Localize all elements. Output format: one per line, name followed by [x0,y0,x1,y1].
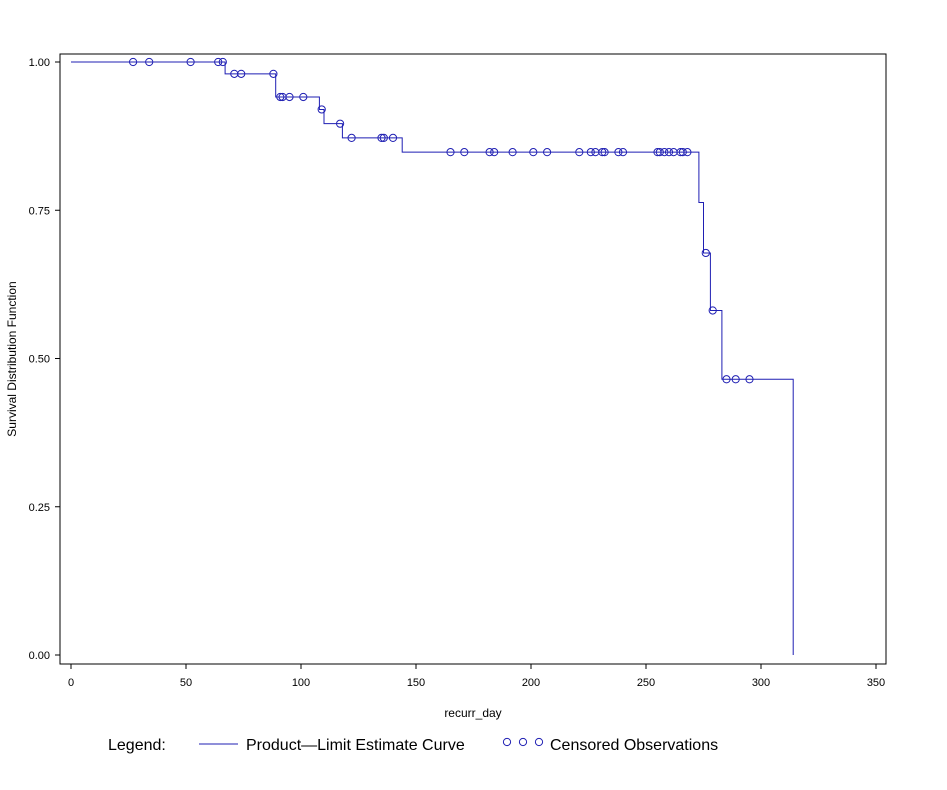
legend-censor-marker [518,737,528,747]
legend: Legend: Product—Limit Estimate Curve Cen… [108,737,718,754]
censored-marker [379,133,388,143]
censored-marker [655,148,664,157]
censored-marker [708,306,717,315]
censored-marker [485,148,494,157]
censored-marker [347,133,356,143]
censored-marker [145,57,154,67]
censored-marker [276,92,285,102]
censored-marker [731,375,740,384]
censored-marker [490,148,499,157]
censored-marker [678,148,687,157]
censored-marker [214,57,223,67]
censored-marker [269,69,278,78]
censored-marker [745,375,754,384]
censored-marker [377,133,386,143]
x-tick-label: 100 [292,677,310,689]
censored-marker [460,148,469,157]
censored-marker [722,375,731,384]
censored-marker [618,148,628,157]
censored-marker [218,57,227,67]
x-axis: 0 50 100 150 200 250 300 350 [68,664,885,689]
censored-marker [317,105,326,114]
legend-curve-label: Product—Limit Estimate Curve [246,737,465,754]
x-tick-label: 0 [68,677,74,689]
censored-marker [508,148,517,157]
y-tick-label: 0.00 [29,650,50,662]
censored-marker [701,248,710,258]
legend-censor-label: Censored Observations [550,737,718,754]
y-axis: 0.00 0.25 0.50 0.75 1.00 [29,57,60,662]
series-layer [71,57,794,655]
censored-marker [388,133,398,143]
censored-marker [664,148,674,157]
y-tick-label: 0.50 [29,354,50,366]
y-axis-title: Survival Distribution Function [5,281,19,436]
x-tick-label: 350 [867,677,885,689]
censored-marker [598,148,607,157]
censored-marker [600,148,609,157]
censored-marker [299,92,308,102]
censored-marker [586,148,595,157]
censored-marker [543,148,552,157]
censored-marker [660,148,669,157]
legend-censor-marker [502,737,512,747]
x-tick-label: 200 [522,677,540,689]
plot-frame [59,53,887,665]
y-tick-label: 1.00 [29,57,50,69]
x-tick-label: 300 [752,677,770,689]
censored-marker [129,57,138,67]
x-tick-label: 50 [180,677,192,689]
censored-marker [529,148,538,157]
legend-title: Legend: [108,737,166,754]
survival-step-line [71,61,794,655]
censored-marker [237,69,246,78]
censored-marker [285,92,294,102]
censored-marker [614,148,623,157]
censored-marker [336,119,345,128]
legend-censor-marker [534,737,544,747]
x-tick-label: 250 [637,677,655,689]
censored-marker [186,57,195,67]
censored-marker [683,148,692,157]
y-tick-label: 0.75 [29,205,50,217]
y-tick-label: 0.25 [29,502,50,514]
x-axis-title: recurr_day [444,706,501,720]
censored-marker [446,148,455,157]
x-tick-label: 150 [407,677,425,689]
censored-marker [575,148,584,157]
